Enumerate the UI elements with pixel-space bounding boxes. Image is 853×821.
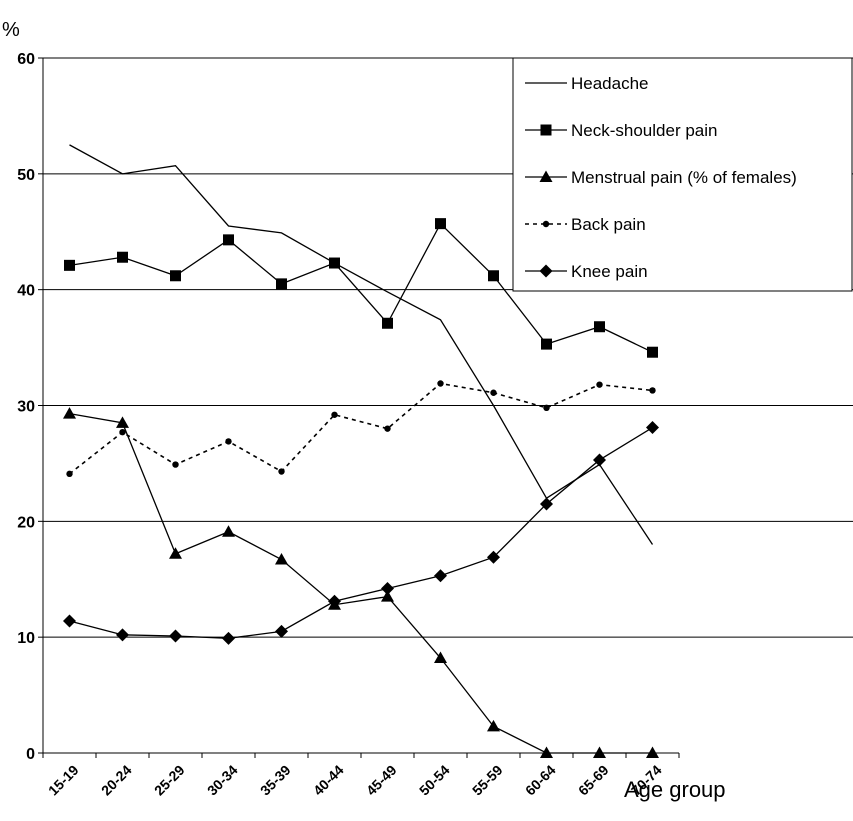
x-tick-label: 45-49: [363, 762, 400, 799]
data-point-menstrual-pain-of-females: [540, 746, 553, 758]
x-tick-label: 40-44: [310, 762, 347, 799]
data-point-neck-shoulder-pain: [435, 218, 446, 230]
legend-label-menstrual-pain-of-females: Menstrual pain (% of females): [571, 168, 797, 187]
x-tick-label: 65-69: [575, 762, 612, 799]
y-tick-label: 50: [17, 167, 35, 184]
data-point-neck-shoulder-pain: [117, 251, 128, 263]
series-back-pain: [66, 380, 656, 478]
legend-label-back-pain: Back pain: [571, 215, 646, 234]
x-tick-label: 55-59: [469, 762, 506, 799]
data-point-neck-shoulder-pain: [64, 259, 75, 271]
data-point-back-pain: [66, 470, 73, 478]
series-neck-shoulder-pain: [64, 218, 658, 358]
y-tick-label: 60: [17, 51, 35, 68]
data-point-knee-pain: [222, 631, 235, 645]
data-point-neck-shoulder-pain: [382, 317, 393, 329]
data-point-back-pain: [596, 381, 603, 388]
legend-marker-menstrual-pain-of-females: [539, 170, 553, 182]
data-point-back-pain: [331, 411, 338, 418]
data-point-menstrual-pain-of-females: [434, 651, 447, 664]
x-tick-label: 60-64: [522, 762, 559, 799]
data-point-neck-shoulder-pain: [223, 234, 234, 246]
data-point-neck-shoulder-pain: [276, 278, 287, 290]
data-point-knee-pain: [116, 628, 129, 642]
data-point-knee-pain: [328, 594, 341, 608]
data-point-knee-pain: [540, 497, 553, 511]
data-point-back-pain: [172, 461, 179, 468]
y-tick-label: 30: [17, 399, 35, 416]
data-point-neck-shoulder-pain: [170, 270, 181, 282]
data-point-knee-pain: [593, 453, 606, 467]
data-point-menstrual-pain-of-females: [222, 525, 235, 537]
legend-label-neck-shoulder-pain: Neck-shoulder pain: [571, 121, 717, 140]
data-point-knee-pain: [487, 550, 500, 564]
legend-marker-neck-shoulder-pain: [540, 124, 552, 136]
legend-box: [512, 57, 853, 292]
data-point-knee-pain: [275, 624, 288, 638]
data-point-back-pain: [384, 425, 391, 432]
data-point-back-pain: [278, 468, 285, 475]
legend-label-headache: Headache: [571, 74, 649, 93]
series-line-knee-pain: [69, 426, 653, 639]
data-point-neck-shoulder-pain: [541, 338, 552, 350]
data-point-menstrual-pain-of-females: [646, 746, 659, 758]
x-tick-label: 50-54: [416, 762, 453, 799]
data-point-menstrual-pain-of-females: [116, 416, 129, 428]
series-headache: [69, 144, 654, 545]
data-point-neck-shoulder-pain: [329, 257, 340, 269]
data-point-menstrual-pain-of-females: [275, 553, 288, 565]
data-point-knee-pain: [434, 569, 447, 583]
data-point-knee-pain: [63, 614, 76, 628]
data-point-neck-shoulder-pain: [647, 346, 658, 358]
data-point-menstrual-pain-of-females: [63, 407, 76, 419]
series-menstrual-pain-of-females: [63, 407, 659, 758]
x-tick-label: 15-19: [45, 762, 82, 799]
data-point-menstrual-pain-of-females: [593, 746, 606, 758]
data-point-knee-pain: [381, 582, 394, 596]
data-point-back-pain: [437, 380, 444, 387]
data-point-menstrual-pain-of-females: [381, 590, 394, 602]
y-tick-label: 20: [17, 514, 35, 531]
series-line-headache: [69, 144, 654, 545]
data-point-neck-shoulder-pain: [594, 321, 605, 333]
x-axis-label: Age group: [624, 777, 726, 802]
y-tick-label: 0: [26, 746, 35, 763]
gridlines: [43, 57, 853, 638]
legend-label-knee-pain: Knee pain: [571, 262, 648, 281]
y-axis-label: %: [2, 19, 20, 41]
data-point-knee-pain: [646, 421, 659, 435]
y-tick-label: 10: [17, 630, 35, 647]
y-tick-label: 40: [17, 283, 35, 300]
data-point-back-pain: [543, 404, 550, 412]
x-tick-label: 35-39: [257, 762, 294, 799]
data-point-back-pain: [649, 387, 656, 394]
data-point-back-pain: [225, 438, 232, 445]
legend: Headache Neck-shoulder pain Menstrual pain…: [512, 57, 853, 292]
data-point-menstrual-pain-of-females: [169, 547, 182, 559]
data-point-menstrual-pain-of-females: [487, 719, 500, 732]
series-line-neck-shoulder-pain: [69, 222, 653, 353]
data-point-knee-pain: [169, 629, 182, 643]
series-knee-pain: [63, 421, 659, 645]
x-tick-label: 20-24: [98, 762, 135, 799]
data-point-back-pain: [119, 428, 126, 436]
series-line-menstrual-pain-of-females: [69, 412, 653, 754]
x-tick-label: 30-34: [204, 762, 241, 799]
data-point-neck-shoulder-pain: [488, 270, 499, 282]
series-group: [63, 144, 659, 758]
x-tick-label: 25-29: [151, 762, 188, 799]
legend-marker-back-pain: [542, 220, 550, 228]
data-point-back-pain: [490, 389, 497, 396]
legend-marker-knee-pain: [539, 264, 553, 278]
series-line-back-pain: [69, 382, 653, 475]
